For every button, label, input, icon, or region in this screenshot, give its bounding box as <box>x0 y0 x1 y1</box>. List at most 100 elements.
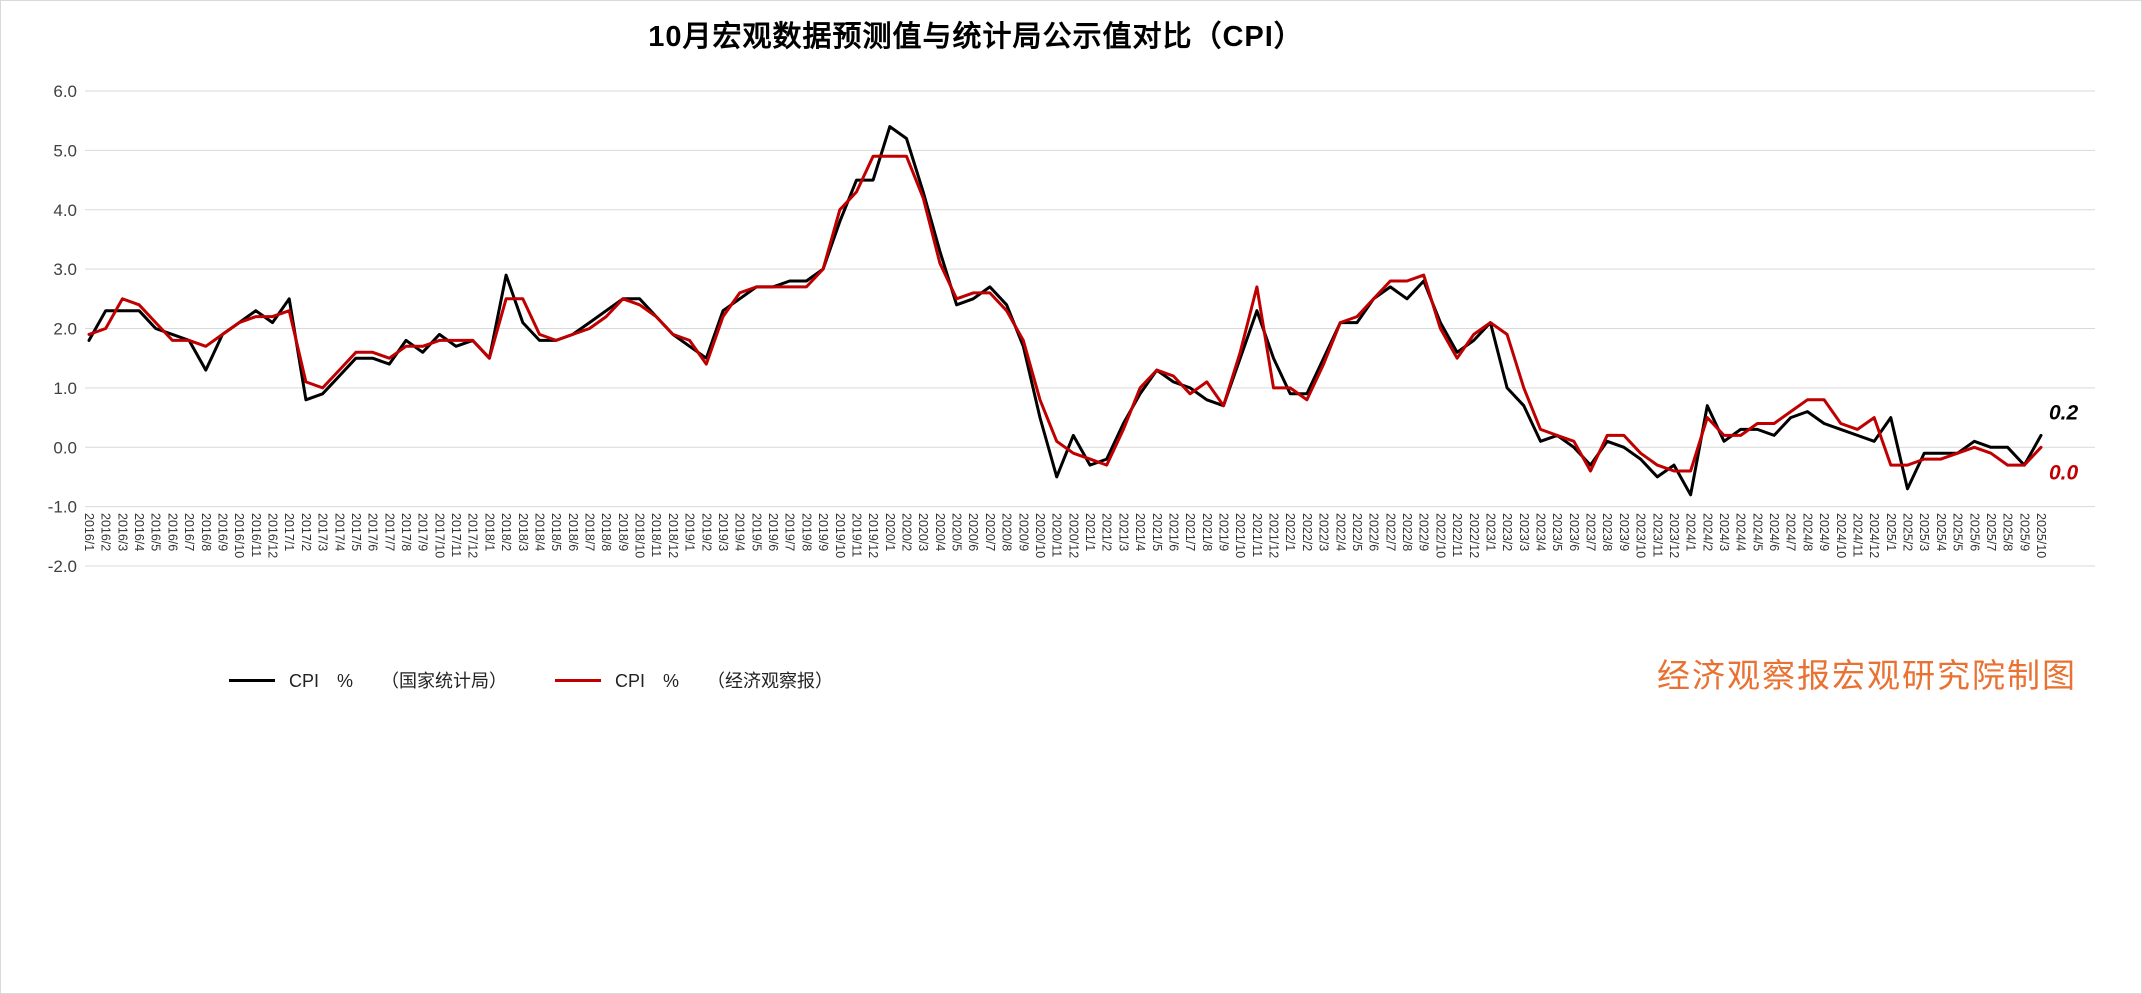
x-axis-label: 2016/4 <box>132 513 146 551</box>
x-axis-label: 2019/11 <box>849 513 863 557</box>
x-axis-label: 2023/8 <box>1600 513 1614 551</box>
x-axis-label: 2018/8 <box>599 513 613 551</box>
y-axis-label: 2.0 <box>53 320 77 339</box>
legend-source-nbs: （国家统计局） <box>381 671 508 691</box>
x-axis-label: 2020/9 <box>1016 513 1030 551</box>
legend-item-nbs: CPI % （国家统计局） <box>229 667 507 693</box>
x-axis-label: 2020/8 <box>1000 513 1014 551</box>
x-axis-label: 2019/7 <box>783 513 797 551</box>
x-axis-label: 2018/3 <box>516 513 530 551</box>
x-axis-label: 2018/6 <box>566 513 580 551</box>
x-axis-label: 2016/2 <box>99 513 113 551</box>
x-axis-label: 2022/3 <box>1317 513 1331 551</box>
x-axis-label: 2016/11 <box>249 513 263 557</box>
x-axis-label: 2021/12 <box>1267 513 1281 558</box>
x-axis-label: 2021/4 <box>1133 513 1147 551</box>
series-line <box>87 154 2043 473</box>
legend-label-eo: CPI % <box>615 671 680 691</box>
x-axis-label: 2024/8 <box>1800 513 1814 551</box>
y-axis-label: 0.0 <box>53 438 77 457</box>
x-axis-label: 2023/5 <box>1550 513 1564 551</box>
y-axis-label: 4.0 <box>53 201 77 220</box>
x-axis-label: 2019/8 <box>799 513 813 551</box>
x-axis-label: 2016/10 <box>232 513 246 558</box>
x-axis-label: 2023/12 <box>1667 513 1681 558</box>
x-axis-label: 2022/7 <box>1383 513 1397 551</box>
x-axis-label: 2017/10 <box>432 513 446 558</box>
x-axis-label: 2024/5 <box>1750 513 1764 551</box>
x-axis-label: 2021/7 <box>1183 513 1197 551</box>
x-axis-label: 2017/9 <box>416 513 430 551</box>
x-axis-label: 2019/5 <box>749 513 763 551</box>
x-axis-label: 2023/4 <box>1533 513 1547 551</box>
x-axis-label: 2019/10 <box>833 513 847 558</box>
x-axis-label: 2022/12 <box>1467 513 1481 558</box>
x-axis-label: 2019/6 <box>766 513 780 551</box>
y-axis-label: 5.0 <box>53 141 77 160</box>
legend-source-eo: （经济观察报） <box>707 671 834 691</box>
x-axis-label: 2016/6 <box>165 513 179 551</box>
x-axis-label: 2025/5 <box>1951 513 1965 551</box>
x-axis-label: 2019/9 <box>816 513 830 551</box>
x-axis-label: 2024/9 <box>1817 513 1831 551</box>
x-axis-label: 2017/2 <box>299 513 313 551</box>
x-axis-label: 2021/9 <box>1216 513 1230 551</box>
x-axis-label: 2016/12 <box>266 513 280 558</box>
x-axis-label: 2024/2 <box>1700 513 1714 551</box>
series-line <box>87 125 2043 497</box>
x-axis-label: 2019/2 <box>699 513 713 551</box>
x-axis-label: 2023/3 <box>1517 513 1531 551</box>
x-axis-label: 2020/11 <box>1050 513 1064 557</box>
x-axis-label: 2025/9 <box>2017 513 2031 551</box>
x-axis-label: 2022/9 <box>1417 513 1431 551</box>
x-axis-label: 2024/10 <box>1834 513 1848 558</box>
x-axis-label: 2024/12 <box>1867 513 1881 558</box>
x-axis-label: 2023/7 <box>1584 513 1598 551</box>
x-axis-label: 2020/12 <box>1066 513 1080 558</box>
x-axis-label: 2018/5 <box>549 513 563 551</box>
x-axis-label: 2018/2 <box>499 513 513 551</box>
x-axis-label: 2021/1 <box>1083 513 1097 551</box>
x-axis-label: 2016/5 <box>149 513 163 551</box>
x-axis-label: 2021/8 <box>1200 513 1214 551</box>
x-axis-label: 2017/1 <box>282 513 296 551</box>
x-axis-label: 2025/1 <box>1884 513 1898 551</box>
x-axis-label: 2024/1 <box>1684 513 1698 551</box>
x-axis-label: 2022/10 <box>1433 513 1447 558</box>
x-axis-label: 2020/4 <box>933 513 947 551</box>
x-axis-label: 2022/4 <box>1333 513 1347 551</box>
x-axis-label: 2020/5 <box>950 513 964 551</box>
x-axis-label: 2023/2 <box>1500 513 1514 551</box>
x-axis-label: 2024/4 <box>1734 513 1748 551</box>
x-axis-label: 2021/3 <box>1116 513 1130 551</box>
x-axis-label: 2025/10 <box>2034 513 2048 558</box>
x-axis-label: 2017/6 <box>366 513 380 551</box>
x-axis-label: 2024/3 <box>1717 513 1731 551</box>
x-axis-label: 2016/8 <box>199 513 213 551</box>
x-axis-label: 2024/11 <box>1850 513 1864 557</box>
x-axis-label: 2019/4 <box>733 513 747 551</box>
legend: CPI % （国家统计局） CPI % （经济观察报） <box>229 667 881 693</box>
x-axis-label: 2025/6 <box>1967 513 1981 551</box>
x-axis-label: 2020/7 <box>983 513 997 551</box>
y-axis-label: 3.0 <box>53 260 77 279</box>
x-axis-label: 2025/8 <box>2001 513 2015 551</box>
x-axis-label: 2020/10 <box>1033 513 1047 558</box>
x-axis-label: 2017/11 <box>449 513 463 557</box>
x-axis-label: 2024/7 <box>1784 513 1798 551</box>
x-axis-label: 2017/12 <box>466 513 480 558</box>
x-axis-label: 2023/6 <box>1567 513 1581 551</box>
x-axis-label: 2022/5 <box>1350 513 1364 551</box>
chart-title: 10月宏观数据预测值与统计局公示值对比（CPI） <box>648 21 1304 53</box>
x-axis-label: 2019/3 <box>716 513 730 551</box>
x-axis-label: 2018/10 <box>633 513 647 558</box>
x-axis-label: 2016/9 <box>215 513 229 551</box>
x-axis-label: 2018/12 <box>666 513 680 558</box>
x-axis-label: 2019/1 <box>683 513 697 551</box>
x-axis-label: 2016/1 <box>82 513 96 551</box>
x-axis-label: 2020/6 <box>966 513 980 551</box>
x-axis-label: 2017/3 <box>316 513 330 551</box>
credit-text: 经济观察报宏观研究院制图 <box>1657 656 2077 695</box>
x-axis-label: 2022/6 <box>1367 513 1381 551</box>
y-axis-label: 1.0 <box>53 379 77 398</box>
